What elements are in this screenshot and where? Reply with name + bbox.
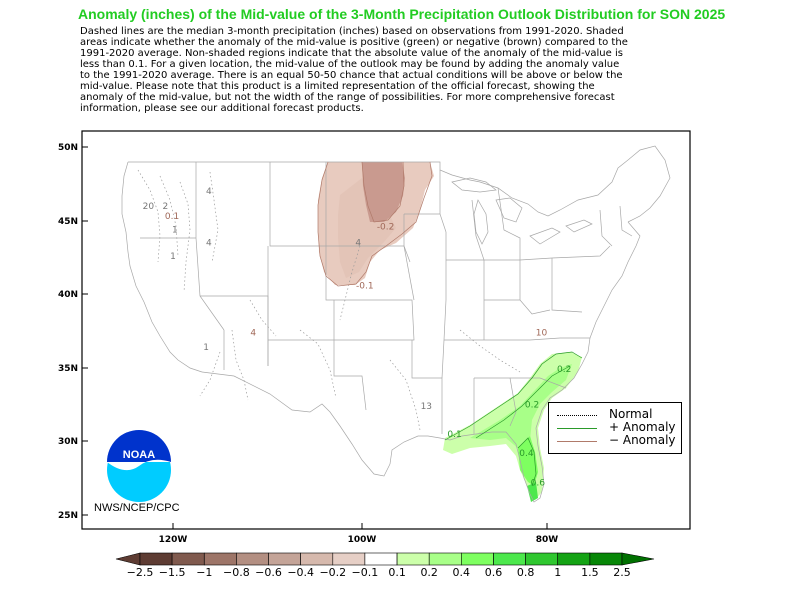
contour-label: 2 xyxy=(163,202,169,212)
y-tick-label: 25N xyxy=(58,511,78,521)
contour-label: -0.1 xyxy=(356,281,374,291)
colorbar-segment xyxy=(204,552,237,566)
contour-label: 0.1 xyxy=(165,212,179,222)
map-legend: Normal + Anomaly − Anomaly xyxy=(548,402,682,454)
map-description: Dashed lines are the median 3-month prec… xyxy=(80,26,780,114)
contour-label: -0.2 xyxy=(377,222,395,232)
contour-label: 0.4 xyxy=(519,449,534,459)
axis-ticks xyxy=(82,146,548,529)
y-tick-label: 50N xyxy=(58,143,78,153)
y-tick-label: 45N xyxy=(58,217,78,227)
description-line: 1991-2020 average. Non-shaded regions in… xyxy=(80,48,623,59)
colorbar-segment xyxy=(332,552,366,566)
colorbar-label: −0.2 xyxy=(319,566,347,579)
legend-normal: Normal xyxy=(557,407,679,422)
contour-label: 1 xyxy=(203,343,209,353)
negative-contours xyxy=(317,161,433,287)
colorbar-label: 2.5 xyxy=(613,566,631,579)
negative-anomaly-area xyxy=(318,162,434,285)
legend-negative: − Anomaly xyxy=(557,433,679,448)
contour-label: 4 xyxy=(250,328,256,338)
political-boundaries xyxy=(121,145,671,503)
colorbar-label: −0.4 xyxy=(287,566,315,579)
colorbar-label: −0.6 xyxy=(255,566,282,579)
colorbar-label: −0.1 xyxy=(351,566,379,579)
description-line: less than 0.1. For a given location, the… xyxy=(80,59,620,70)
contour-label: 4 xyxy=(206,239,212,249)
contour-label: 4 xyxy=(206,187,212,197)
colorbar-label: −1 xyxy=(196,566,213,579)
x-tick-label: 100W xyxy=(348,535,377,545)
contour-label: 13 xyxy=(421,402,432,412)
legend-positive-label: + Anomaly xyxy=(609,420,676,434)
colorbar-segment xyxy=(428,552,462,566)
normal-contours xyxy=(137,169,521,431)
contour-label: 0.2 xyxy=(557,365,571,375)
y-tick-label: 30N xyxy=(58,437,78,447)
credit-text: NWS/NCEP/CPC xyxy=(94,502,180,514)
colorbar-segment xyxy=(236,552,269,566)
legend-positive-line xyxy=(557,428,597,429)
colorbar-segment xyxy=(300,552,334,566)
legend-negative-line xyxy=(557,441,597,442)
colorbar-label: 1 xyxy=(554,566,562,579)
description-line: mid-value. Please note that this product… xyxy=(80,81,595,92)
colorbar-end-left xyxy=(115,552,141,566)
great-lakes xyxy=(451,177,593,245)
y-tick-label: 35N xyxy=(58,364,78,374)
colorbar-segment xyxy=(139,552,173,566)
contour-label: 10 xyxy=(536,328,548,338)
contour-label: 0.2 xyxy=(525,401,539,411)
colorbar-segment xyxy=(268,552,301,566)
colorbar-label: −1.5 xyxy=(158,566,186,579)
colorbar-label: 0.4 xyxy=(452,566,471,579)
y-tick-label: 40N xyxy=(58,290,78,300)
colorbar-label: −2.5 xyxy=(126,566,154,579)
colorbar-label: 0.1 xyxy=(388,566,406,579)
x-tick-labels: 120W 100W 80W xyxy=(159,535,559,545)
colorbar-segment xyxy=(525,552,558,566)
colorbar xyxy=(115,552,655,566)
legend-normal-line xyxy=(557,415,597,416)
colorbar-end-right xyxy=(621,552,655,566)
contour-label: 1 xyxy=(170,252,176,262)
colorbar-label: 0.6 xyxy=(484,566,503,579)
colorbar-segment xyxy=(460,552,494,566)
x-tick-label: 80W xyxy=(536,535,559,545)
contour-label: 1 xyxy=(172,225,178,235)
description-line: areas indicate whether the anomaly of th… xyxy=(80,37,628,48)
x-tick-label: 120W xyxy=(159,535,188,545)
colorbar-segment xyxy=(557,552,591,566)
map-title: Anomaly (inches) of the Mid-value of the… xyxy=(78,6,726,22)
noaa-logo: NOAA xyxy=(107,430,171,502)
colorbar-labels: −2.5 −1.5 −1 −0.8 −0.6 −0.4 −0.2 −0.1 0.1 0.2 0.4 0… xyxy=(0,566,792,580)
colorbar-label: −0.8 xyxy=(223,566,250,579)
description-line: information, please see our additional f… xyxy=(80,103,364,114)
colorbar-segment xyxy=(364,552,398,566)
colorbar-label: 0.8 xyxy=(516,566,535,579)
y-tick-labels: 50N 45N 40N 35N 30N 25N xyxy=(58,143,78,521)
colorbar-segment xyxy=(396,552,430,566)
colorbar-segment xyxy=(493,552,526,566)
legend-positive: + Anomaly xyxy=(557,420,679,435)
colorbar-segment xyxy=(171,552,205,566)
contour-label: 0.6 xyxy=(531,479,546,489)
legend-normal-label: Normal xyxy=(609,407,653,421)
contour-label: 20 xyxy=(143,202,155,212)
positive-contours xyxy=(444,351,583,487)
legend-negative-label: − Anomaly xyxy=(609,433,676,447)
description-line: Dashed lines are the median 3-month prec… xyxy=(80,26,624,37)
contour-label: 4 xyxy=(355,239,361,249)
noaa-logo-text: NOAA xyxy=(123,449,155,461)
colorbar-segment xyxy=(589,552,623,566)
noaa-logo-bird xyxy=(107,459,171,471)
contour-label: 0.1 xyxy=(447,430,461,440)
description-line: anomaly of the mid-value, but not the wi… xyxy=(80,92,615,103)
description-line: to the 1991-2020 average. There is an eq… xyxy=(80,70,623,81)
colorbar-label: 1.5 xyxy=(581,566,599,579)
noaa-logo-top xyxy=(107,430,171,462)
colorbar-label: 0.2 xyxy=(420,566,438,579)
